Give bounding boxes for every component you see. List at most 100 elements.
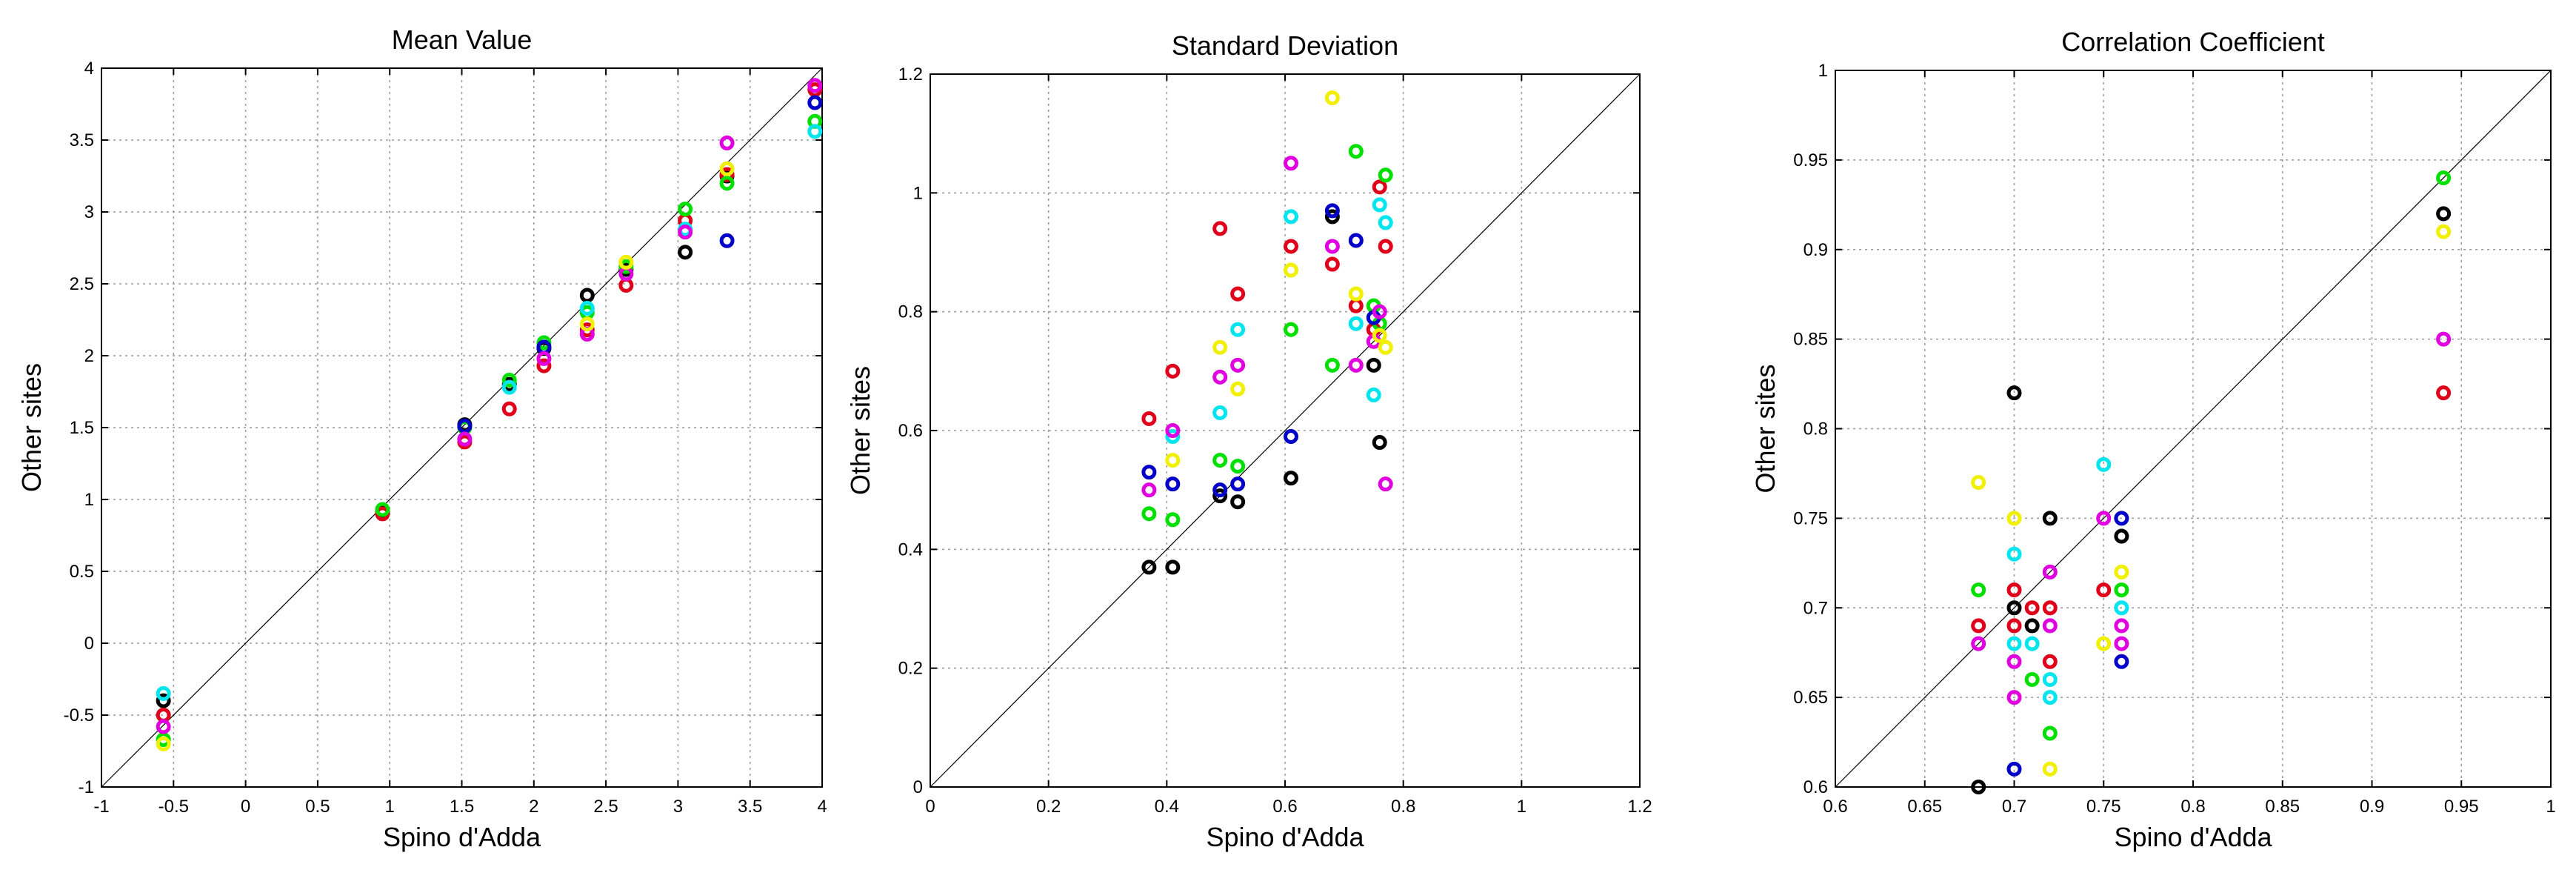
series-magenta — [1141, 156, 1393, 498]
y-tick-label: 0.8 — [898, 302, 923, 322]
data-point — [2042, 618, 2058, 634]
data-point — [156, 685, 171, 701]
data-point — [2042, 671, 2058, 687]
data-point — [2436, 385, 2452, 401]
data-point — [1230, 322, 1246, 337]
data-point — [1378, 239, 1393, 254]
series-black — [1971, 206, 2452, 794]
data-point — [2042, 654, 2058, 669]
data-point — [1324, 357, 1340, 373]
data-point — [2006, 511, 2022, 526]
data-point — [719, 233, 735, 248]
data-point — [719, 176, 735, 191]
data-point — [1141, 465, 1157, 480]
data-point — [719, 167, 735, 182]
x-tick-label: 0.9 — [2360, 797, 2384, 817]
data-point — [807, 78, 823, 93]
y-tick-label: 0.95 — [1793, 150, 1828, 170]
data-point — [1366, 387, 1381, 402]
data-point — [2006, 761, 2022, 777]
data-point — [1348, 298, 1364, 313]
data-point — [1283, 471, 1298, 486]
x-tick-label: 0.8 — [2180, 797, 2205, 817]
series-green — [156, 113, 823, 747]
data-point — [1212, 339, 1228, 355]
data-point — [1971, 780, 1986, 794]
data-point — [1971, 636, 1986, 651]
x-axis-label: Spino d'Adda — [1206, 822, 1364, 852]
x-tick-label: 0.95 — [2444, 797, 2479, 817]
data-point — [1230, 357, 1246, 373]
x-tick-label: 0 — [241, 797, 250, 817]
data-point — [2096, 456, 2112, 472]
data-point — [2024, 671, 2040, 687]
x-tick-label: 0.6 — [1272, 797, 1297, 817]
data-point — [2096, 636, 2112, 651]
chart-title: Correlation Coefficient — [2061, 27, 2325, 57]
data-point — [618, 277, 634, 293]
data-point — [1165, 476, 1181, 492]
data-point — [156, 736, 171, 751]
x-tick-label: 0.7 — [2002, 797, 2026, 817]
y-axis-label: Other sites — [845, 366, 875, 495]
mean-value-chart: -1 -0.5 0 0.5 1 1.5 2 2.5 3 3.5 4 -1 -0.5 0 0.5 1 1.5 2 2.… — [16, 24, 827, 852]
y-tick-label: 0.6 — [898, 421, 923, 441]
data-point — [1141, 411, 1157, 426]
data-point — [1372, 179, 1387, 195]
identity-line — [1835, 70, 2552, 788]
data-point — [1324, 239, 1340, 254]
data-point — [501, 372, 517, 388]
y-tick-label: 0.6 — [1803, 777, 1828, 797]
data-point — [1324, 203, 1340, 219]
y-tick-label: 1.5 — [70, 418, 94, 438]
data-point — [2436, 331, 2452, 347]
series-magenta — [156, 78, 823, 734]
x-tick-label: 0.5 — [305, 797, 330, 817]
x-tick-label: 0.85 — [2265, 797, 2300, 817]
data-point — [2006, 600, 2022, 616]
x-tick-label: -1 — [93, 797, 109, 817]
data-point — [2436, 170, 2452, 186]
y-axis-label: Other sites — [1750, 364, 1781, 493]
x-axis-label: Spino d'Adda — [2114, 822, 2272, 852]
y-tick-label: 0.2 — [898, 659, 923, 679]
series-green — [1971, 170, 2452, 741]
series-cyan — [2006, 456, 2129, 705]
data-point — [579, 316, 595, 332]
data-point — [1165, 453, 1181, 468]
data-point — [1212, 488, 1228, 504]
data-point — [501, 379, 517, 395]
data-point — [1212, 453, 1228, 468]
data-point — [1378, 339, 1393, 355]
standard-deviation-chart: 0 0.2 0.4 0.6 0.8 1 1.2 0 0.2 0.4 0.6 0.8 1 1.2 Standa… — [845, 30, 1652, 852]
series-yellow — [1165, 90, 1393, 468]
series-magenta — [1971, 331, 2452, 705]
data-point — [2024, 636, 2040, 651]
x-tick-label: 0 — [925, 797, 935, 817]
data-point — [2114, 618, 2129, 634]
y-tick-label: 4 — [84, 59, 94, 79]
data-point — [457, 419, 473, 434]
x-tick-label: 2 — [529, 797, 538, 817]
data-point — [1372, 435, 1387, 451]
y-tick-label: 0.75 — [1793, 508, 1828, 528]
data-point — [1230, 459, 1246, 474]
data-point — [156, 693, 171, 708]
data-point — [2042, 761, 2058, 777]
data-point — [1165, 512, 1181, 528]
y-tick-label: 0.8 — [1803, 419, 1828, 439]
identity-line — [930, 73, 1641, 788]
series-black — [156, 168, 735, 708]
data-point — [719, 161, 735, 176]
data-point — [1372, 197, 1387, 213]
data-point — [2042, 511, 2058, 526]
data-point — [807, 95, 823, 110]
data-point — [1141, 482, 1157, 498]
data-point — [1230, 494, 1246, 510]
data-point — [536, 358, 552, 373]
data-point — [1283, 429, 1298, 445]
data-point — [678, 245, 693, 260]
y-tick-label: 3.5 — [70, 130, 94, 150]
series-blue — [1141, 203, 1381, 498]
